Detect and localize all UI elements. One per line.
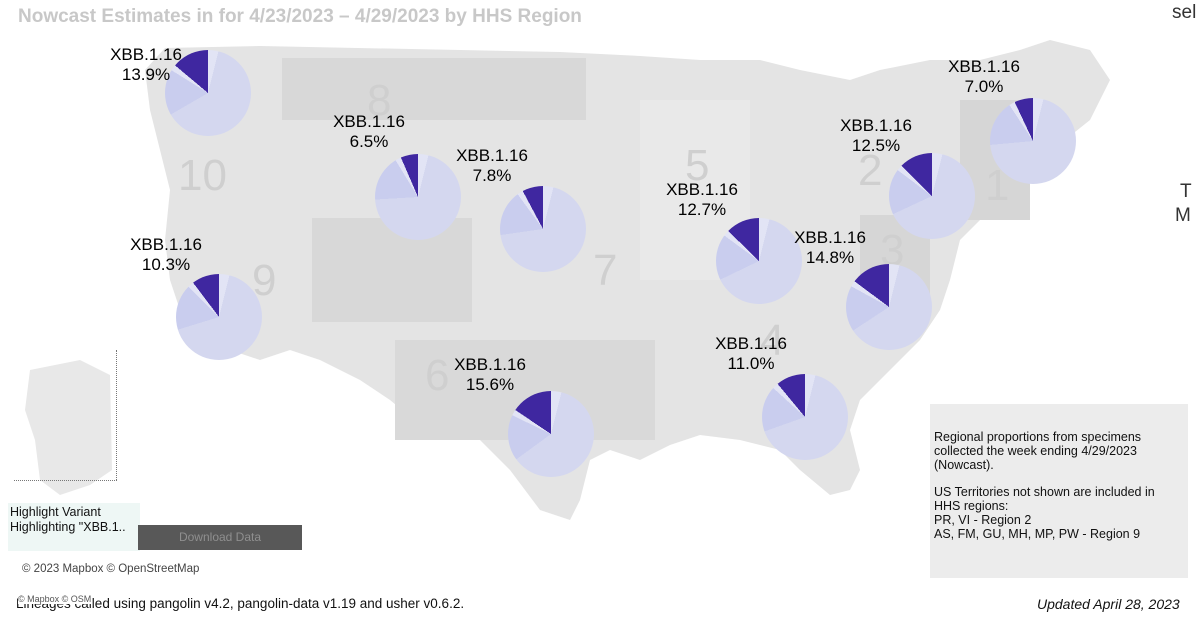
pie-variant-label: XBB.1.16 xyxy=(454,355,526,374)
region-8-block xyxy=(282,58,586,120)
pie-label-region-7: XBB.1.16 7.8% xyxy=(432,146,552,186)
pie-variant-label: XBB.1.16 xyxy=(666,180,738,199)
cropped-text-top: sel xyxy=(1172,2,1197,23)
pie-region-5[interactable] xyxy=(716,218,802,304)
pie-percent-label: 14.8% xyxy=(805,248,855,267)
osm-attribution-mark[interactable]: © Mapbox © OSM xyxy=(18,594,92,604)
pie-percent-label: 15.6% xyxy=(465,375,515,394)
info-line: collected the week ending 4/29/2023 xyxy=(934,444,1137,458)
region-number-4: 4 xyxy=(760,316,784,365)
pie-percent-label: 7.0% xyxy=(964,77,1004,96)
pie-region-9[interactable] xyxy=(176,274,262,360)
pie-label-region-9: XBB.1.16 10.3% xyxy=(106,235,226,275)
pie-region-4[interactable] xyxy=(762,374,848,460)
pie-region-6[interactable] xyxy=(508,391,594,477)
footer-lineage-note: Lineages called using pangolin v4.2, pan… xyxy=(16,594,465,611)
region-number-7: 7 xyxy=(593,246,617,295)
pie-label-region-3: XBB.1.16 14.8% xyxy=(770,228,890,268)
info-line: US Territories not shown are included in xyxy=(934,485,1155,499)
info-line: PR, VI - Region 2 xyxy=(934,513,1032,527)
pie-region-10[interactable] xyxy=(165,50,251,136)
pie-label-region-10: XBB.1.16 13.9% xyxy=(86,45,206,85)
pie-region-2[interactable] xyxy=(889,153,975,239)
cropped-text-m: M xyxy=(1175,205,1191,226)
info-panel: Regional proportions from specimens coll… xyxy=(930,404,1188,578)
pie-percent-label: 6.5% xyxy=(349,132,389,151)
pie-variant-label: XBB.1.16 xyxy=(794,228,866,247)
pie-percent-label: 12.7% xyxy=(677,200,727,219)
pie-region-8[interactable] xyxy=(375,154,461,240)
pie-label-region-8: XBB.1.16 6.5% xyxy=(309,112,429,152)
info-paragraph-territories: US Territories not shown are included in… xyxy=(934,485,1184,541)
updated-date: Updated April 28, 2023 xyxy=(1037,596,1180,612)
region-number-6: 6 xyxy=(425,351,449,400)
pie-percent-label: 13.9% xyxy=(121,65,171,84)
region-8-block-lower xyxy=(312,218,472,322)
map-attribution[interactable]: © 2023 Mapbox © OpenStreetMap xyxy=(22,563,200,575)
pie-label-region-6: XBB.1.16 15.6% xyxy=(430,355,550,395)
map-land-mass xyxy=(145,40,1110,520)
info-line: HHS regions: xyxy=(934,499,1009,513)
pie-percent-label: 10.3% xyxy=(141,255,191,274)
alaska-shape xyxy=(25,360,112,495)
highlight-variant-value[interactable]: Highlighting "XBB.1.. xyxy=(10,520,126,534)
pie-variant-label: XBB.1.16 xyxy=(110,45,182,64)
alaska-frame-bottom xyxy=(14,480,117,481)
pie-variant-label: XBB.1.16 xyxy=(715,334,787,353)
region-number-5: 5 xyxy=(685,141,709,190)
pie-label-region-1: XBB.1.16 7.0% xyxy=(924,57,1044,97)
cropped-text-t: T xyxy=(1180,181,1192,202)
pie-variant-label: XBB.1.16 xyxy=(333,112,405,131)
footer-lineage-text: Lineages called using pangolin v4.2, pan… xyxy=(16,596,465,611)
pie-region-1[interactable] xyxy=(990,98,1076,184)
pie-variant-label: XBB.1.16 xyxy=(130,235,202,254)
info-line: AS, FM, GU, MH, MP, PW - Region 9 xyxy=(934,527,1141,541)
pie-percent-label: 12.5% xyxy=(851,136,901,155)
region-number-10: 10 xyxy=(178,151,227,200)
download-data-button[interactable]: Download Data xyxy=(138,525,302,550)
pie-percent-label: 11.0% xyxy=(727,354,775,373)
pie-variant-label: XBB.1.16 xyxy=(948,57,1020,76)
region-number-8: 8 xyxy=(367,76,391,125)
pie-region-7[interactable] xyxy=(500,186,586,272)
info-paragraph-specimens: Regional proportions from specimens coll… xyxy=(934,430,1184,472)
pie-label-region-5: XBB.1.16 12.7% xyxy=(642,180,762,220)
info-line: Regional proportions from specimens xyxy=(934,430,1142,444)
region-number-2: 2 xyxy=(858,146,882,195)
alaska-frame-line xyxy=(116,350,117,480)
page-title: Nowcast Estimates in for 4/23/2023 – 4/2… xyxy=(18,6,582,27)
highlight-variant-label: Highlight Variant xyxy=(10,505,101,519)
info-line: (Nowcast). xyxy=(934,458,994,472)
pie-region-3[interactable] xyxy=(846,264,932,350)
pie-variant-label: XBB.1.16 xyxy=(456,146,528,165)
pie-variant-label: XBB.1.16 xyxy=(840,116,912,135)
pie-label-region-4: XBB.1.16 11.0% xyxy=(691,334,811,374)
pie-percent-label: 7.8% xyxy=(472,166,512,185)
pie-label-region-2: XBB.1.16 12.5% xyxy=(816,116,936,156)
highlight-variant-control[interactable]: Highlight Variant Highlighting "XBB.1.. xyxy=(8,503,140,551)
